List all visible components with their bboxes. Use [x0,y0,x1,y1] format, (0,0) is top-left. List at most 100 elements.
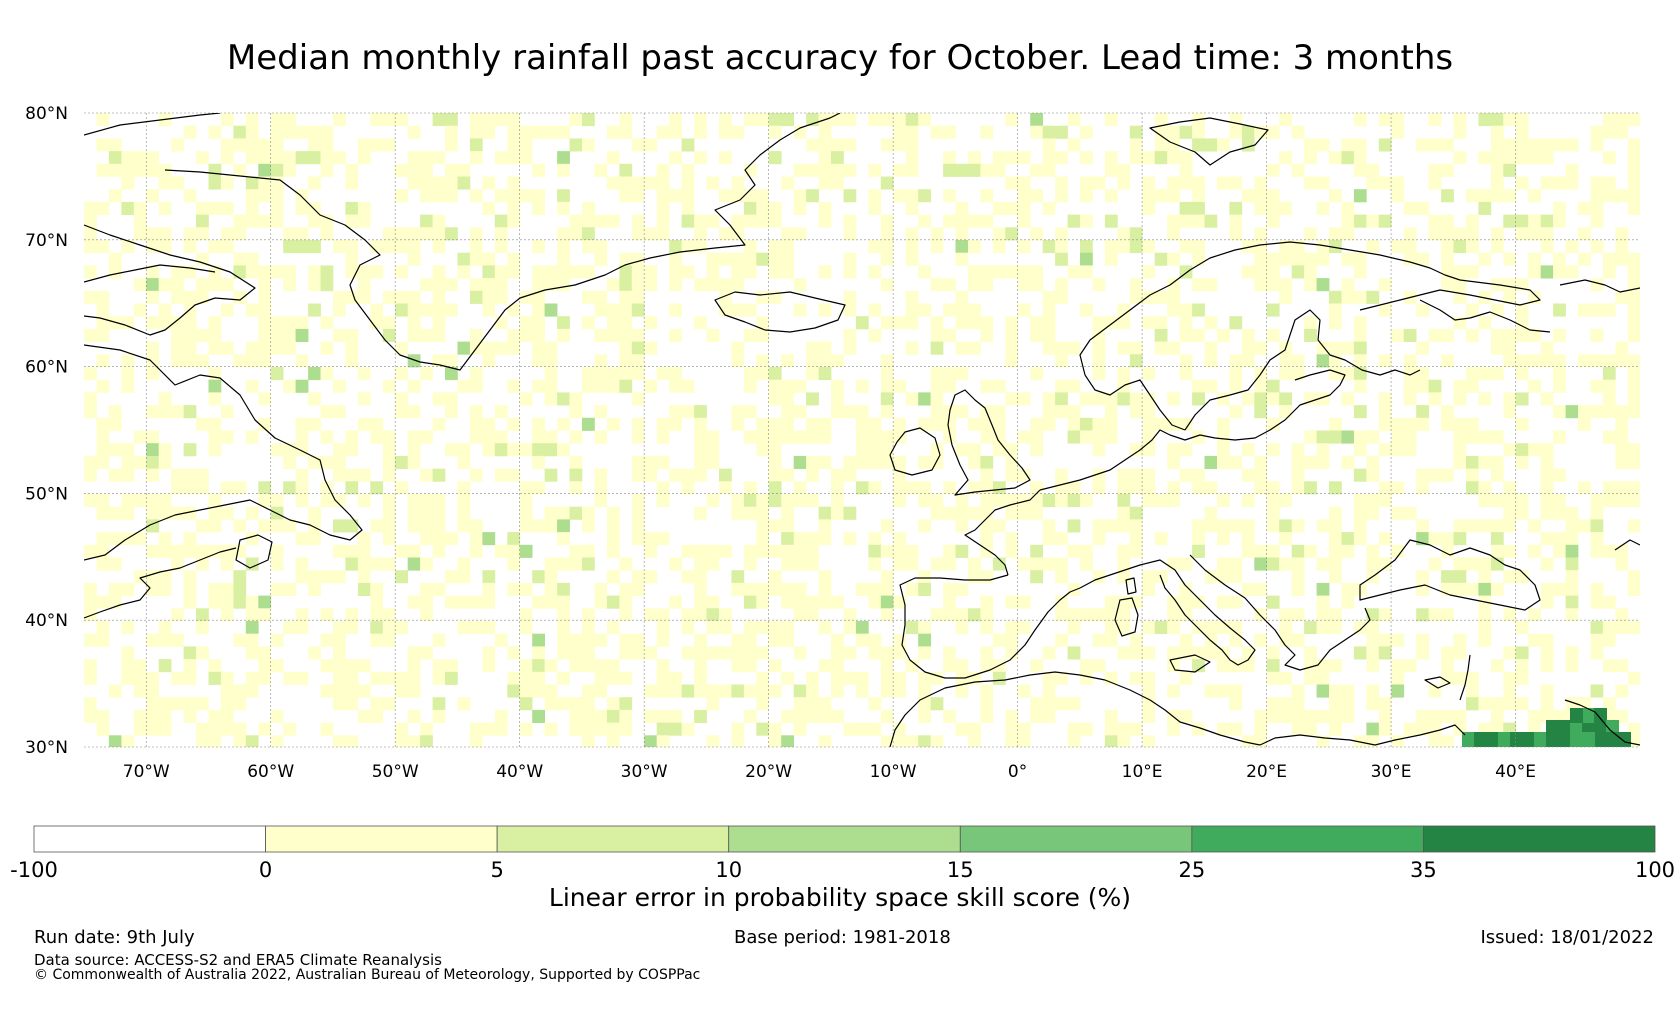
skill-cell [719,125,732,139]
skill-cell [1005,468,1019,482]
skill-cell [544,468,558,482]
skill-cell [1042,646,1056,660]
skill-cell [258,163,272,177]
skill-cell [220,113,234,127]
skill-cell [1503,138,1517,152]
skill-cell [1453,646,1467,660]
skill-cell [133,532,147,546]
coastline-corsica [1125,577,1137,595]
skill-cell [594,468,608,482]
skill-cell [432,113,446,127]
skill-cell [370,671,384,685]
skill-cell [619,557,633,571]
skill-cell [1030,125,1043,139]
skill-cell [370,113,384,127]
skill-cell [980,646,994,660]
skill-cell [270,189,284,203]
skill-cell [955,519,969,533]
latitude-label: 40°N [25,611,68,631]
skill-cell [905,341,919,355]
skill-cell [270,328,284,342]
skill-cell [1179,557,1193,571]
skill-cell [606,328,620,342]
skill-cell [719,544,732,558]
skill-cell [258,659,272,673]
skill-cell [1366,646,1380,660]
skill-cell [943,163,956,177]
longitude-label: 30°E [1371,762,1412,782]
skill-cell [905,151,919,165]
skill-cell [1627,252,1640,266]
skill-cell [606,709,620,723]
skill-cell [457,163,471,177]
skill-cell [768,621,782,635]
skill-cell [333,646,346,660]
skill-cell [1279,557,1292,571]
skill-cell [743,189,757,203]
skill-cell [1578,252,1591,266]
skill-cell [1366,633,1380,647]
skill-cell [1042,684,1056,698]
skill-cell [1478,633,1492,647]
skill-cell [831,354,844,368]
skill-cell [308,214,321,228]
skill-cell [1266,189,1280,203]
skill-cell [1515,417,1529,431]
skill-cell [1490,468,1504,482]
skill-cell [1179,367,1193,381]
skill-cell [1366,544,1380,558]
skill-cell [1092,430,1106,444]
skill-cell [656,417,670,431]
skill-cell [370,709,384,723]
skill-cell [84,240,97,254]
skill-cell [1602,494,1616,508]
skill-cell [183,189,197,203]
skill-cell [731,633,745,647]
skill-cell [432,392,446,406]
skill-cell [1154,494,1168,508]
skill-cell [694,214,707,228]
skill-cell [893,532,907,546]
skill-cell [146,671,160,685]
skill-cell [843,290,857,304]
skill-cell [1217,532,1230,546]
skill-cell [968,303,981,317]
skill-cell [669,722,682,736]
skill-cell [519,659,533,673]
skill-cell [507,125,521,139]
skill-cell [1341,138,1355,152]
skill-cell [1229,354,1243,368]
skill-cell [270,341,284,355]
skill-cell [544,379,558,393]
skill-cell [407,684,421,698]
skill-cell [494,151,508,165]
skill-cell [905,163,919,177]
skill-cell [968,316,981,330]
skill-cell [482,176,496,190]
skill-cell [1254,722,1268,736]
skill-cell [669,252,682,266]
skill-cell [818,582,832,596]
skill-cell [694,646,707,660]
skill-cell [1042,316,1056,330]
skill-cell [918,455,931,469]
skill-cell [382,455,396,469]
skill-cell [1341,595,1355,609]
skill-cell [1005,646,1019,660]
skill-cell [818,595,832,609]
skill-cell [1266,697,1280,711]
skill-cell [84,494,97,508]
skill-cell [1266,417,1280,431]
skill-cell [1104,608,1118,622]
skill-cell [84,468,97,482]
skill-cell [644,608,658,622]
skill-cell [631,265,645,279]
skill-cell [519,621,533,635]
skill-cell [171,608,184,622]
skill-cell [1565,265,1579,279]
skill-cell [1416,417,1429,431]
skill-cell [1590,201,1604,215]
skill-cell [806,189,819,203]
skill-cell [644,468,658,482]
skill-cell [681,570,695,584]
